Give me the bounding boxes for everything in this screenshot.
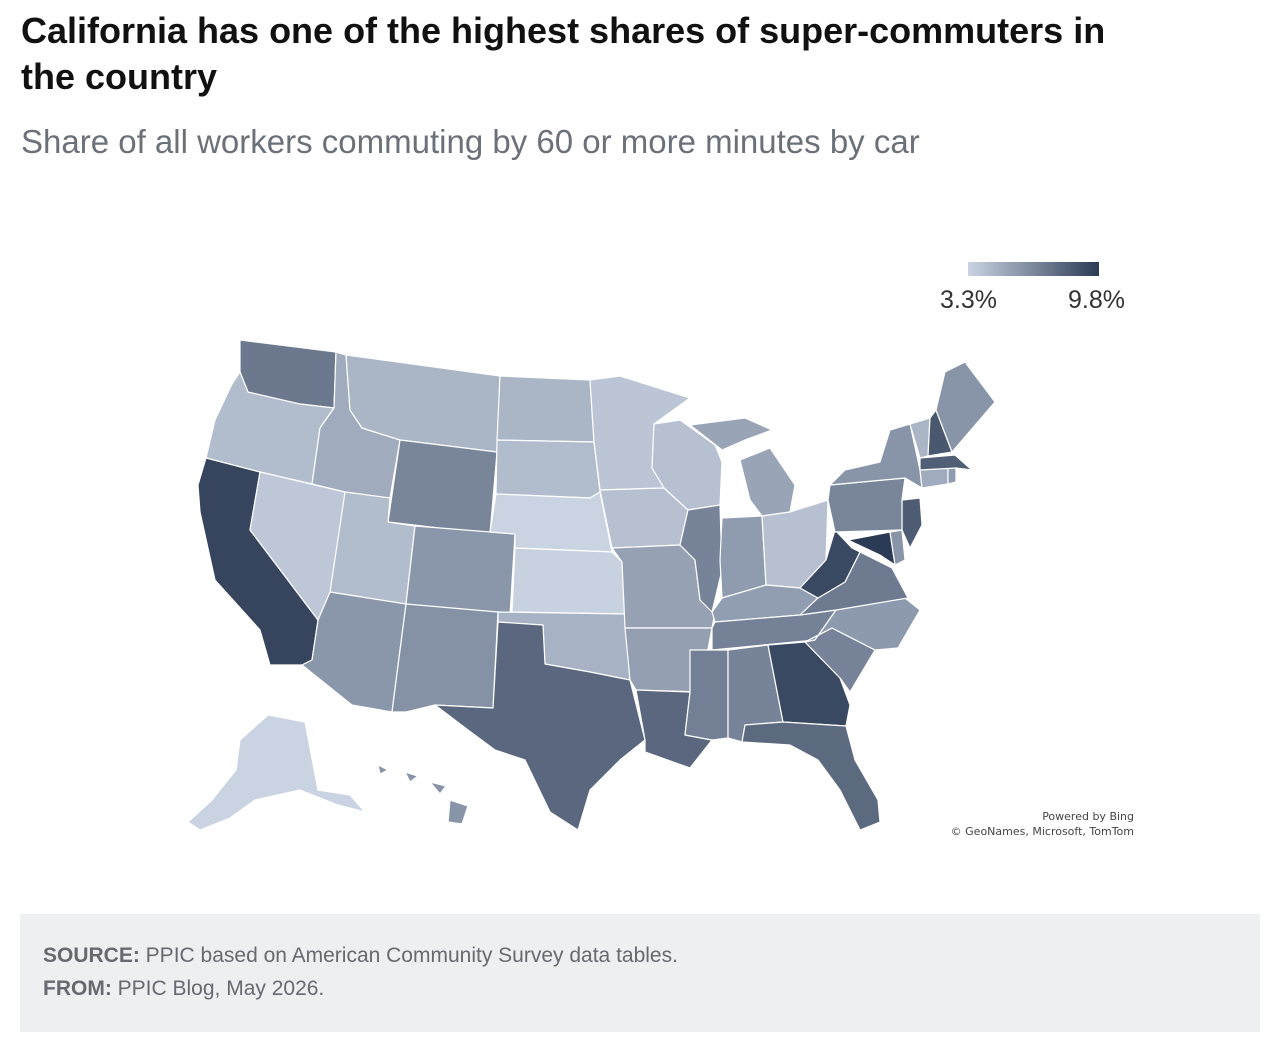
source-line: SOURCE: PPIC based on American Community… bbox=[43, 944, 678, 968]
state-NY[interactable]: New York bbox=[829, 423, 923, 489]
state-MS[interactable]: Mississippi bbox=[684, 649, 729, 741]
source-footer: SOURCE: PPIC based on American Community… bbox=[20, 914, 1260, 1032]
state-MD[interactable]: Maryland bbox=[847, 531, 896, 566]
state-NJ[interactable]: New Jersey bbox=[901, 497, 923, 549]
legend-gradient-bar bbox=[968, 262, 1099, 276]
chart-subtitle: Share of all workers commuting by 60 or … bbox=[21, 123, 920, 160]
from-text: PPIC Blog, May 2026. bbox=[111, 977, 325, 1000]
state-FL[interactable]: Florida bbox=[741, 721, 881, 831]
state-NM[interactable]: New Mexico bbox=[391, 603, 499, 713]
state-ME[interactable]: Maine bbox=[935, 361, 996, 453]
state-ND[interactable]: North Dakota bbox=[496, 375, 595, 443]
source-text: PPIC based on American Community Survey … bbox=[139, 944, 678, 967]
state-WV[interactable]: West Virginia bbox=[799, 529, 861, 599]
state-TX[interactable]: Texas bbox=[434, 621, 646, 831]
color-legend: 3.3% 9.8% bbox=[930, 262, 1140, 322]
chart-title: California has one of the highest shares… bbox=[21, 10, 1106, 97]
state-RI[interactable]: Rhode Island bbox=[947, 467, 957, 485]
state-MA[interactable]: Massachusetts bbox=[919, 454, 973, 471]
state-CO[interactable]: Colorado bbox=[405, 525, 516, 616]
legend-min-label: 3.3% bbox=[940, 286, 997, 314]
from-line: FROM: PPIC Blog, May 2026. bbox=[43, 977, 324, 1001]
from-label: FROM: bbox=[43, 977, 112, 1000]
state-IN[interactable]: Indiana bbox=[719, 515, 767, 599]
map-attribution-sources: © GeoNames, Microsoft, TomTom bbox=[950, 825, 1134, 838]
source-label: SOURCE: bbox=[43, 944, 140, 967]
state-SD[interactable]: South Dakota bbox=[495, 439, 601, 499]
state-WY[interactable]: Wyoming bbox=[387, 439, 498, 535]
state-AK[interactable]: Alaska bbox=[187, 714, 366, 831]
state-IL[interactable]: Illinois bbox=[679, 504, 723, 613]
state-PA[interactable]: Pennsylvania bbox=[827, 477, 906, 533]
state-HI[interactable]: Hawaii bbox=[377, 764, 469, 825]
state-KS[interactable]: Kansas bbox=[511, 547, 626, 615]
map-attribution-bing: Powered by Bing bbox=[1042, 810, 1134, 823]
legend-max-label: 9.8% bbox=[1068, 286, 1125, 314]
state-CT[interactable]: Connecticut bbox=[919, 467, 949, 489]
us-choropleth-map: Washington Oregon California Nevada Idah… bbox=[187, 339, 996, 831]
